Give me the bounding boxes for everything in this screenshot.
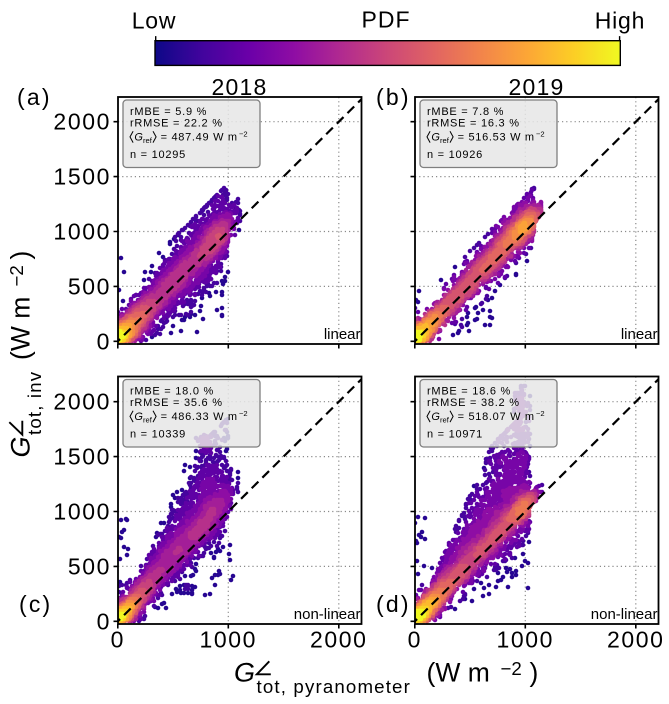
svg-text:(d): (d)	[376, 591, 411, 617]
svg-text:n = 10926: n = 10926	[427, 149, 483, 161]
svg-text:−2: −2	[239, 129, 248, 138]
svg-text:−2: −2	[501, 658, 522, 679]
svg-text:n = 10971: n = 10971	[427, 429, 483, 441]
svg-text:(b): (b)	[376, 84, 411, 110]
svg-text:(W m: (W m	[427, 658, 490, 688]
svg-text:ref: ref	[143, 136, 153, 145]
svg-text:rMBE = 7.8 %: rMBE = 7.8 %	[427, 106, 504, 118]
svg-text:= 518.07 W m: = 518.07 W m	[458, 411, 535, 423]
svg-text:n = 10295: n = 10295	[130, 149, 186, 161]
svg-text:G: G	[431, 411, 440, 423]
svg-text:1000: 1000	[53, 219, 111, 245]
svg-text:G: G	[431, 132, 440, 144]
svg-text:1000: 1000	[200, 627, 258, 653]
svg-text:rMBE = 5.9 %: rMBE = 5.9 %	[130, 106, 207, 118]
svg-text:0: 0	[111, 627, 125, 653]
svg-text:−2: −2	[239, 409, 248, 418]
svg-text:500: 500	[68, 553, 111, 579]
svg-text:G: G	[6, 436, 36, 457]
svg-text:rMBE = 18.6 %: rMBE = 18.6 %	[427, 385, 511, 397]
svg-text:1500: 1500	[53, 444, 111, 470]
svg-text:= 487.49 W m: = 487.49 W m	[161, 132, 238, 144]
svg-text:0: 0	[97, 328, 111, 354]
svg-text:2018: 2018	[212, 74, 268, 100]
svg-text:= 516.53 W m: = 516.53 W m	[458, 132, 535, 144]
svg-text:ref: ref	[440, 416, 450, 425]
svg-text:ref: ref	[143, 416, 153, 425]
svg-text:non-linear: non-linear	[591, 606, 658, 623]
svg-text:−2: −2	[6, 265, 27, 286]
svg-text:−2: −2	[536, 129, 545, 138]
svg-text:G: G	[234, 658, 255, 688]
svg-text:2019: 2019	[509, 74, 565, 100]
svg-text:1000: 1000	[53, 499, 111, 525]
svg-text:High: High	[595, 8, 646, 34]
svg-text:n = 10339: n = 10339	[130, 429, 186, 441]
svg-text:tot, inv: tot, inv	[24, 371, 45, 435]
svg-text:G: G	[134, 411, 143, 423]
svg-text:linear: linear	[324, 326, 361, 343]
svg-text:rMBE = 18.0 %: rMBE = 18.0 %	[130, 385, 214, 397]
svg-text:(a): (a)	[17, 84, 52, 110]
svg-text:linear: linear	[621, 326, 658, 343]
svg-text:ref: ref	[440, 136, 450, 145]
svg-text:PDF: PDF	[362, 7, 411, 33]
svg-text:Low: Low	[132, 8, 177, 34]
svg-text:2000: 2000	[53, 389, 111, 415]
svg-text:1000: 1000	[497, 627, 555, 653]
svg-text:2000: 2000	[310, 627, 368, 653]
svg-text:= 486.33 W m: = 486.33 W m	[161, 411, 238, 423]
svg-text:G: G	[134, 132, 143, 144]
svg-text:−2: −2	[536, 409, 545, 418]
svg-text:): )	[6, 251, 36, 260]
svg-text:1500: 1500	[53, 164, 111, 190]
svg-text:rRMSE = 38.2 %: rRMSE = 38.2 %	[427, 397, 520, 409]
svg-text:0: 0	[408, 627, 422, 653]
svg-text:rRMSE = 16.3 %: rRMSE = 16.3 %	[427, 118, 520, 130]
svg-text:rRMSE = 22.2 %: rRMSE = 22.2 %	[130, 118, 223, 130]
svg-text:500: 500	[68, 273, 111, 299]
svg-text:): )	[530, 658, 539, 688]
svg-text:tot, pyranometer: tot, pyranometer	[257, 676, 411, 697]
svg-text:(c): (c)	[19, 591, 52, 617]
svg-text:rRMSE = 35.6 %: rRMSE = 35.6 %	[130, 397, 223, 409]
svg-text:2000: 2000	[607, 627, 665, 653]
svg-text:(W m: (W m	[6, 297, 36, 360]
svg-text:non-linear: non-linear	[294, 606, 361, 623]
svg-text:0: 0	[97, 608, 111, 634]
svg-text:2000: 2000	[53, 109, 111, 135]
